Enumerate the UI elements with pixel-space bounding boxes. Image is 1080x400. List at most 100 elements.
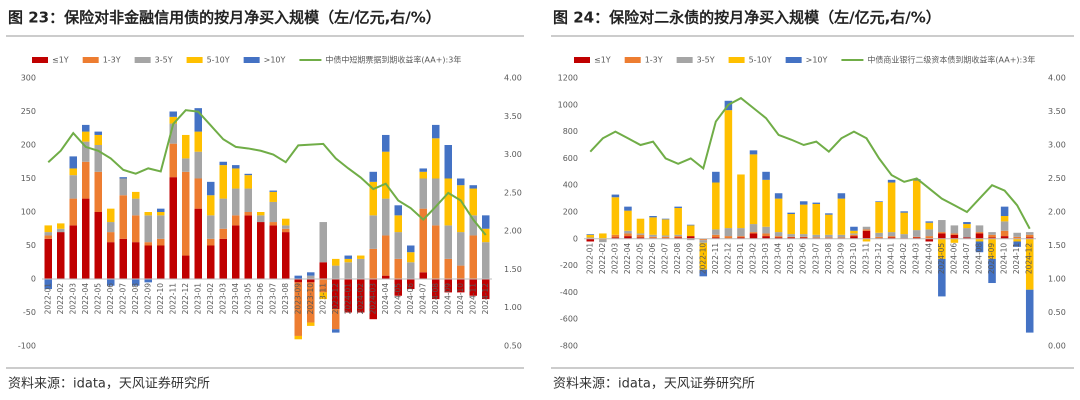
bar-segment (749, 224, 758, 233)
bar-segment (282, 232, 290, 279)
y2-tick-label: 1.50 (504, 265, 522, 274)
bar-segment (799, 204, 808, 235)
x-tick-label: 2022-10 (156, 283, 165, 315)
yield-line (589, 96, 1031, 230)
bar-segment (82, 131, 90, 142)
bar-segment (925, 221, 934, 223)
bar-segment (457, 232, 465, 266)
bar-segment (925, 236, 934, 239)
x-tick-label: 2022-02 (598, 243, 607, 275)
bar-segment (419, 178, 427, 209)
x-tick-label: 2024-06 (406, 283, 415, 315)
y2-tick-label: 3.00 (504, 150, 522, 159)
x-tick-label: 2023-01 (736, 243, 745, 275)
bar-segment (144, 212, 152, 216)
bar-segment (887, 179, 896, 183)
legend-swatch (785, 57, 802, 63)
bar-segment (624, 210, 632, 231)
bar-segment (382, 198, 390, 236)
bar-segment (661, 218, 670, 220)
x-tick-label: 2022-04 (81, 283, 90, 315)
bar-segment (332, 258, 340, 266)
x-tick-label: 2022-01 (585, 243, 594, 275)
legend-label: 中债商业银行二级资本债到期收益率(AA+):3年 (867, 55, 1035, 65)
bar-segment (419, 272, 427, 279)
y2-tick-label: 1.00 (504, 303, 522, 312)
x-tick-label: 2022-12 (181, 283, 190, 315)
bar-segment (382, 134, 390, 152)
bar-segment (232, 168, 240, 189)
bar-segment (44, 235, 52, 239)
y-tick-label: -400 (560, 288, 578, 297)
bar-segment (649, 217, 657, 235)
bar-segment (950, 233, 959, 235)
bar-segment (850, 233, 858, 235)
x-tick-label: 2022-05 (636, 243, 645, 275)
bar-segment (294, 279, 302, 283)
y-tick-label: -600 (560, 315, 578, 324)
bar-segment (774, 198, 783, 233)
bar-segment (107, 279, 115, 286)
bar-segment (799, 234, 808, 237)
bar-segment (407, 279, 415, 290)
y-tick-label: 600 (563, 154, 578, 163)
bar-segment (194, 151, 202, 179)
bar-segment (219, 238, 227, 279)
bar-segment (382, 275, 390, 279)
bar-segment (419, 168, 427, 172)
bar-segment (482, 228, 490, 243)
x-tick-label: 2024-09 (443, 283, 452, 315)
bar-segment (169, 116, 177, 124)
bar-segment (799, 201, 808, 205)
x-tick-label: 2022-04 (623, 243, 632, 275)
y-tick-label: 1200 (558, 74, 578, 83)
x-tick-label: 2022-12 (723, 243, 732, 275)
bar-segment (107, 208, 115, 223)
bar-segment (586, 234, 595, 238)
y-tick-label: 400 (563, 181, 578, 190)
bar-segment (699, 240, 708, 243)
bar-segment (975, 225, 984, 233)
bar-segment (712, 182, 720, 230)
y-tick-label: -800 (560, 342, 578, 351)
bar-segment (611, 194, 620, 198)
bar-segment (44, 225, 52, 233)
bar-segment (1013, 238, 1021, 242)
bar-segment (107, 242, 115, 279)
bar-segment (132, 242, 140, 279)
bar-segment (837, 193, 846, 199)
bar-segment (357, 258, 365, 279)
x-tick-label: 2023-07 (811, 243, 820, 275)
legend-swatch (728, 57, 745, 63)
bar-segment (699, 238, 708, 241)
bar-segment (900, 211, 908, 213)
bar-segment (812, 237, 821, 239)
bar-segment (319, 279, 327, 293)
bar-segment (887, 237, 896, 239)
bar-segment (232, 215, 240, 226)
bar-segment (157, 238, 165, 246)
bar-segment (207, 181, 215, 196)
y2-tick-label: 3.50 (504, 112, 522, 121)
bar-segment (469, 279, 477, 296)
bar-segment (94, 134, 102, 145)
bar-segment (837, 237, 846, 239)
bar-segment (812, 234, 821, 238)
bar-segment (1000, 230, 1009, 237)
x-tick-label: 2022-08 (131, 283, 140, 315)
bar-segment (712, 237, 720, 239)
bar-segment (624, 236, 632, 239)
bar-segment (457, 178, 465, 186)
bar-segment (444, 145, 452, 179)
bar-segment (107, 232, 115, 243)
legend-label: ≤1Y (594, 56, 611, 65)
bar-segment (207, 238, 215, 246)
bar-segment (457, 265, 465, 279)
bar-segment (319, 292, 327, 300)
bar-segment (119, 238, 127, 279)
bar-segment (57, 228, 65, 233)
bar-segment (599, 239, 607, 243)
bar-segment (975, 238, 984, 242)
legend-label: 中债中短期票据到期收益率(AA+):3年 (325, 55, 461, 65)
bar-segment (344, 262, 352, 279)
